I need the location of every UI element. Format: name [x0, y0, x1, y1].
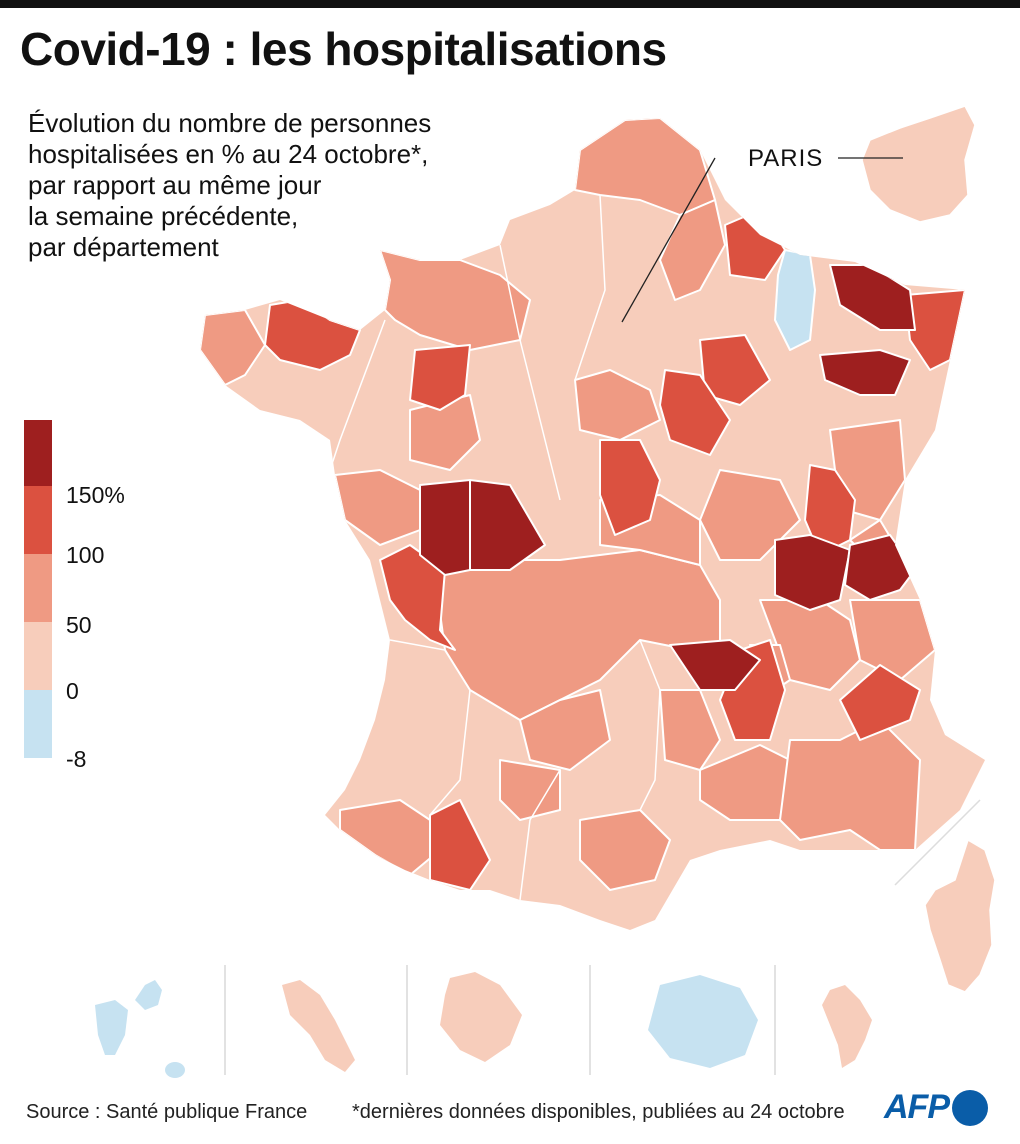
guyane: [440, 972, 522, 1062]
legend-label: 100: [66, 542, 105, 568]
source-note: Source : Santé publique France: [26, 1101, 308, 1123]
legend-swatch-150-plus: [24, 420, 52, 486]
paris-leader-lines: [621, 157, 903, 323]
legend-label: 50: [66, 612, 92, 638]
department-negative: [774, 249, 816, 351]
guadeloupe: [95, 980, 185, 1078]
subtitle-line: par département: [28, 232, 219, 262]
legend-swatch-negative: [24, 690, 52, 758]
departments-150-plus: [419, 264, 916, 691]
legend-label: 0: [66, 678, 79, 704]
departments-100-150: [264, 209, 966, 891]
legend-swatch-0-50: [24, 622, 52, 690]
legend-label: -8: [66, 746, 87, 772]
top-rule: [0, 0, 1020, 8]
subtitle-line: par rapport au même jour: [28, 170, 322, 200]
legend-swatch-50-100: [24, 554, 52, 622]
legend-swatch-100-150: [24, 486, 52, 554]
department-borders: [329, 194, 661, 901]
corsica: [924, 838, 996, 993]
afp-logo-dot-icon: [952, 1089, 988, 1126]
afp-logo-text: AFP: [884, 1088, 950, 1126]
martinique: [282, 980, 355, 1072]
corsica-separator: [894, 799, 981, 886]
subtitle-line: hospitalisées en % au 24 octobre*,: [28, 139, 429, 169]
subtitle-line: la semaine précédente,: [28, 201, 299, 231]
reunion: [648, 975, 758, 1068]
footnote: *dernières données disponibles, publiées…: [352, 1101, 845, 1123]
map-title: Covid-19 : les hospitalisations: [20, 23, 667, 75]
legend-label: 150%: [66, 482, 125, 508]
overseas-separators: [224, 965, 776, 1075]
map-subtitle: Évolution du nombre de personnes hospita…: [28, 108, 431, 263]
mayotte: [822, 985, 872, 1068]
paris-label: PARIS: [748, 145, 824, 172]
subtitle-line: Évolution du nombre de personnes: [28, 108, 432, 138]
afp-logo: AFP: [884, 1088, 988, 1127]
paris-inset: [861, 105, 976, 223]
